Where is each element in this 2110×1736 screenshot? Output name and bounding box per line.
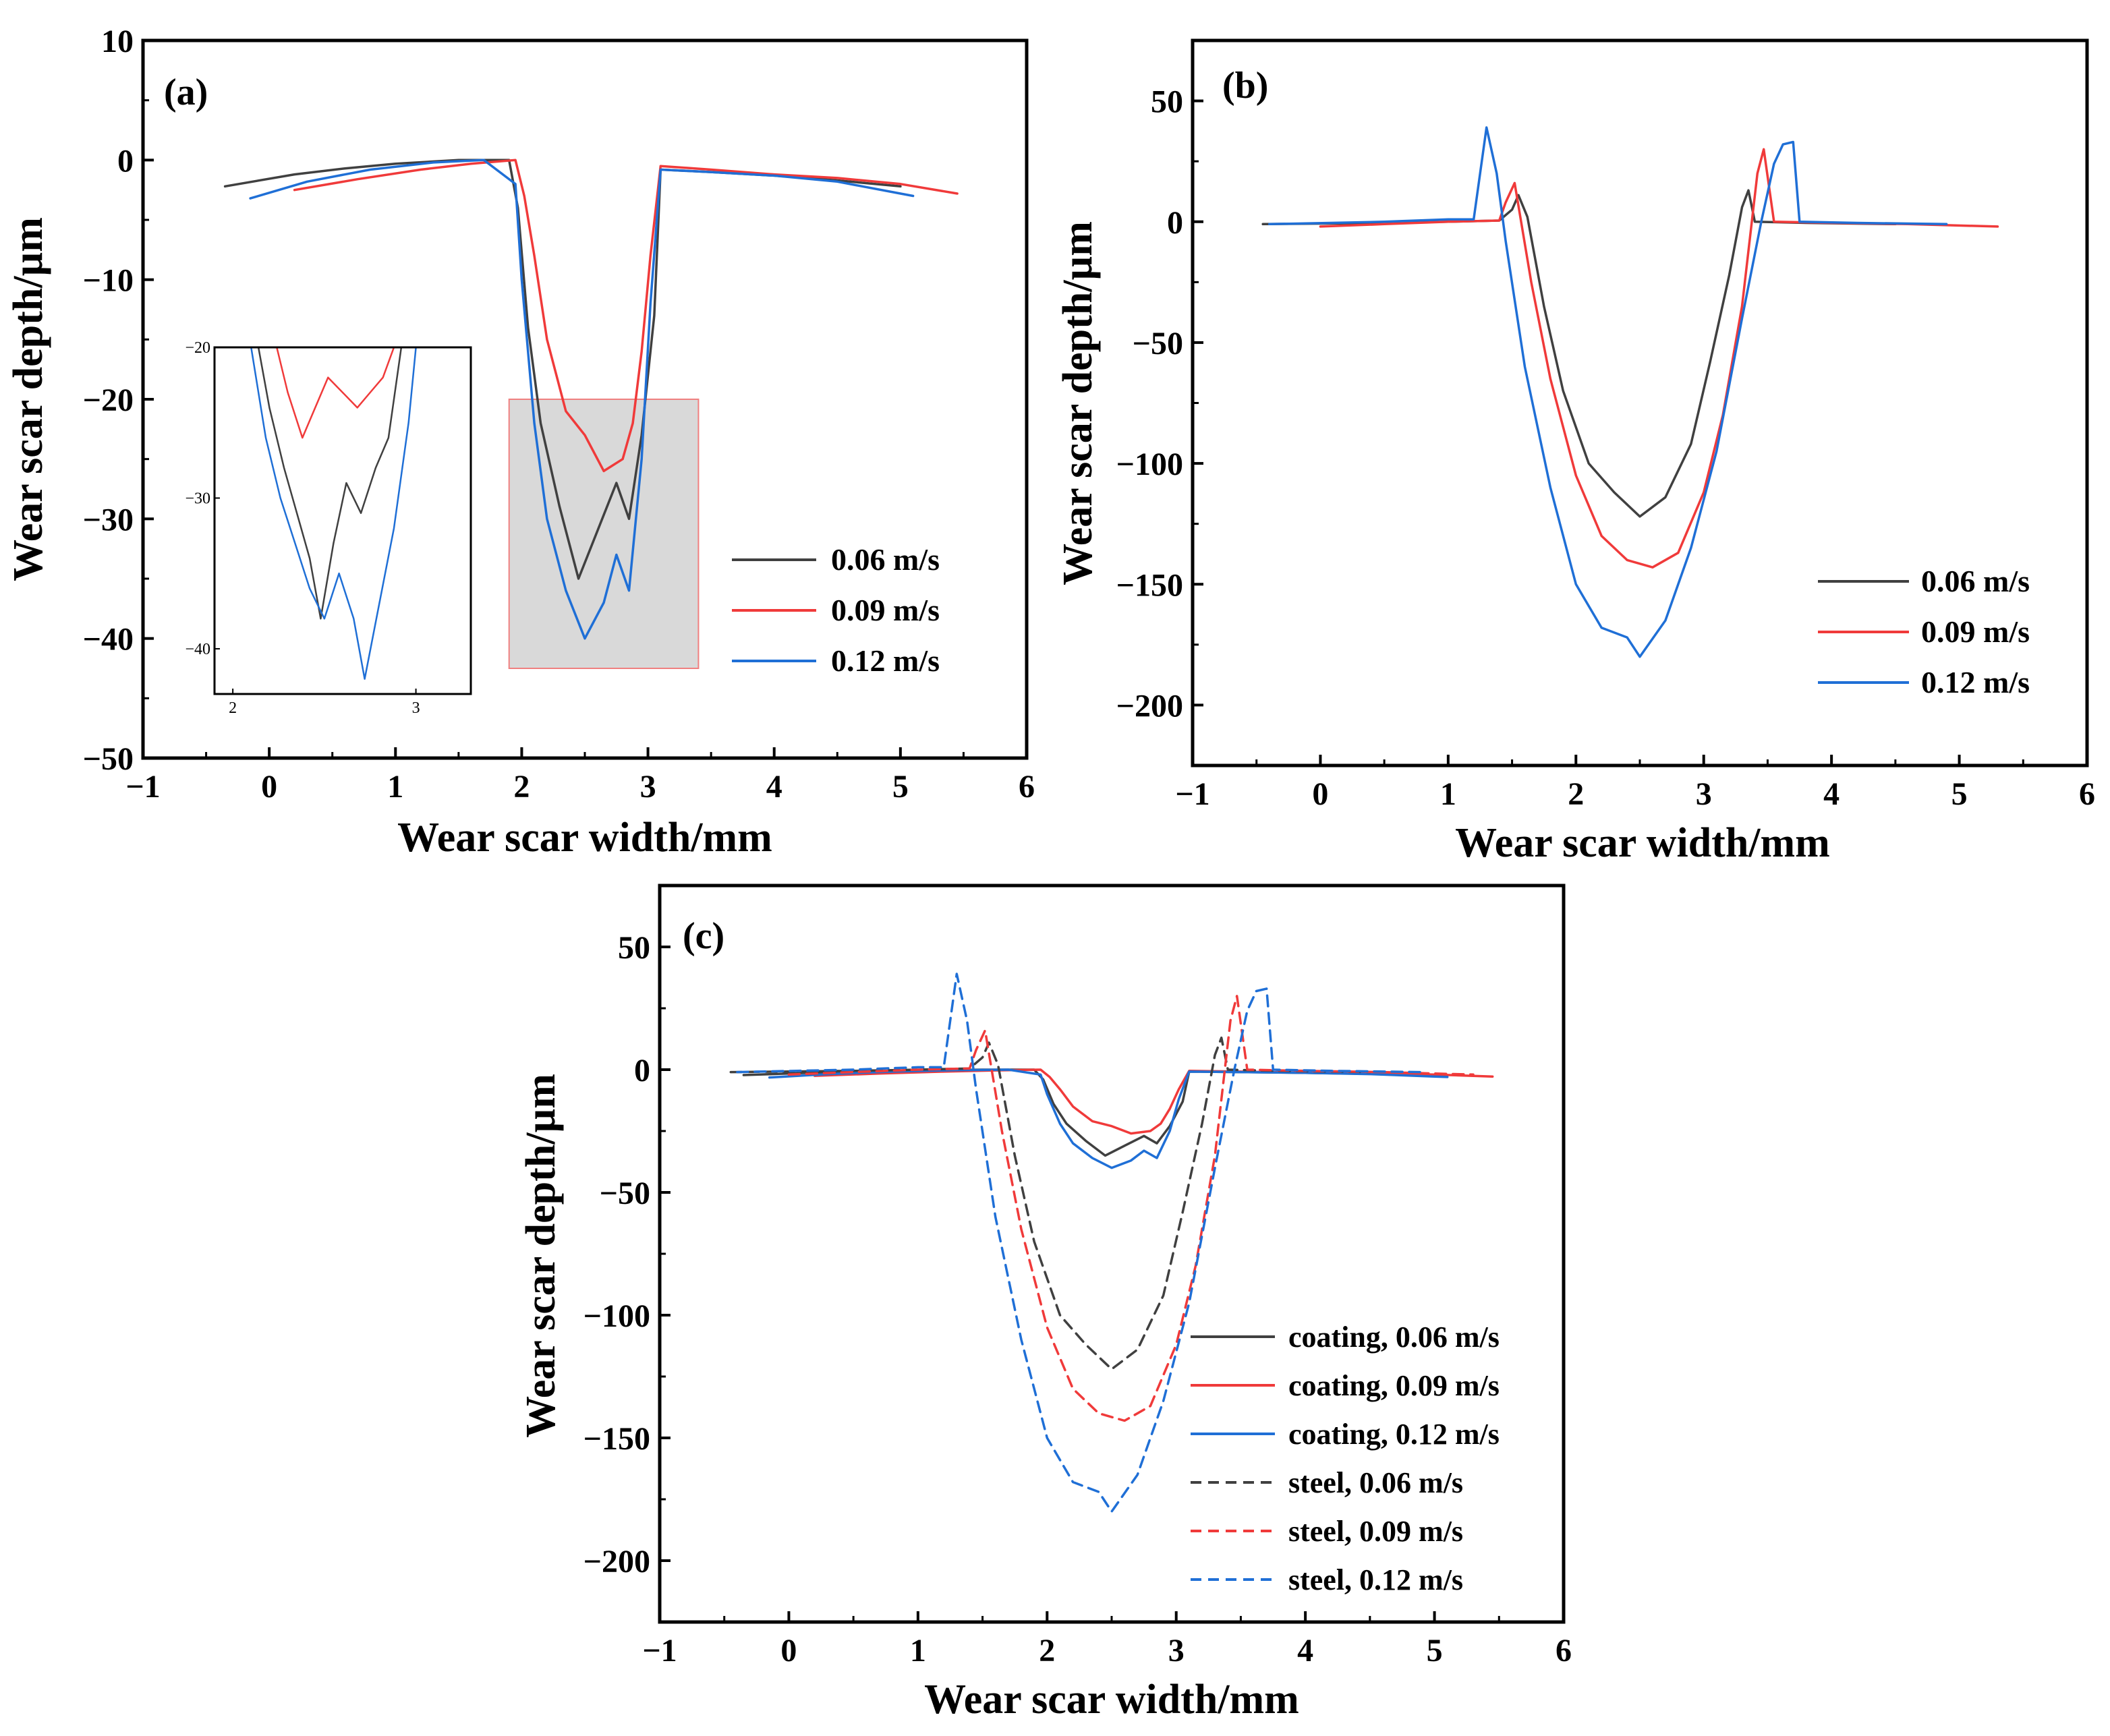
legend-label: coating, 0.06 m/s [1288, 1321, 1500, 1354]
y-tick-label: −150 [583, 1421, 650, 1457]
legend-label: 0.09 m/s [1921, 614, 2030, 649]
legend-label: coating, 0.12 m/s [1288, 1418, 1500, 1451]
x-tick-label: 5 [892, 769, 909, 805]
y-tick-label: −10 [83, 263, 134, 299]
y-tick-label: 10 [101, 24, 134, 59]
series-line-1 [1319, 148, 1999, 569]
series-line-2 [1267, 126, 1948, 658]
inset-y-tick-label: −20 [185, 339, 210, 357]
x-axis-title: Wear scar width/mm [924, 1677, 1299, 1723]
y-axis-title: Wear scar depth/µm [1055, 221, 1101, 585]
x-axis-title: Wear scar width/mm [1455, 820, 1830, 866]
legend-label: coating, 0.09 m/s [1288, 1369, 1500, 1402]
series-line-2 [249, 158, 915, 640]
y-axis-title: Wear scar depth/µm [518, 1074, 564, 1438]
legend-label: steel, 0.06 m/s [1288, 1466, 1463, 1499]
x-tick-label: 6 [1019, 769, 1035, 805]
x-tick-label: 3 [1168, 1633, 1185, 1669]
y-tick-label: −200 [583, 1544, 650, 1580]
x-tick-label: 4 [1297, 1633, 1313, 1669]
y-tick-label: 0 [1167, 205, 1183, 241]
x-tick-label: 0 [780, 1633, 797, 1669]
inset-background [215, 347, 471, 694]
series-line-5 [736, 973, 1423, 1513]
y-tick-label: −20 [83, 382, 134, 418]
legend-label: 0.06 m/s [1921, 564, 2030, 598]
y-tick-label: 50 [1151, 84, 1183, 120]
x-tick-label: 1 [1440, 776, 1456, 812]
legend: coating, 0.06 m/s coating, 0.09 m/s coatin… [1191, 1321, 1500, 1596]
legend-label: 0.12 m/s [1921, 665, 2030, 699]
series-line-2 [768, 1068, 1449, 1169]
x-tick-label: −1 [125, 769, 160, 805]
y-tick-label: −30 [83, 502, 134, 538]
x-tick-label: 6 [2079, 776, 2095, 812]
x-tick-label: 3 [1696, 776, 1712, 812]
x-tick-label: −1 [642, 1633, 677, 1669]
y-tick-label: 0 [117, 143, 134, 179]
inset-frame [213, 346, 472, 695]
chart-panel-b: −1 0 1 2 3 4 5 6 50 0 −50 −100 −150 −200 Wear scar wid… [1055, 38, 2095, 866]
y-axis-title: Wear scar depth/µm [5, 217, 51, 581]
legend-label: 0.06 m/s [831, 542, 940, 577]
series-line-1 [813, 1068, 1494, 1135]
y-tick-label: 50 [618, 930, 650, 966]
y-tick-label: 0 [634, 1053, 650, 1089]
x-tick-label: 0 [1312, 776, 1328, 812]
inset-x-tick-label: 2 [229, 699, 237, 717]
panel-label: (b) [1222, 65, 1268, 107]
inset-series-line-2 [250, 347, 417, 680]
x-tick-label: 1 [910, 1633, 926, 1669]
y-tick-label: −50 [600, 1176, 650, 1211]
series-line-0 [1261, 189, 1897, 518]
legend: 0.06 m/s 0.09 m/s 0.12 m/s [732, 542, 940, 678]
panel-label: (c) [683, 915, 724, 957]
series-line-3 [729, 1036, 1371, 1370]
x-tick-label: 6 [1556, 1633, 1572, 1669]
y-tick-label: −100 [583, 1298, 650, 1334]
x-tick-label: 5 [1951, 776, 1968, 812]
y-tick-label: −50 [1133, 326, 1183, 361]
legend-label: 0.09 m/s [831, 593, 940, 627]
inset-x-tick-label: 3 [412, 699, 420, 717]
legend-label: steel, 0.09 m/s [1288, 1515, 1463, 1548]
y-tick-label: −50 [83, 741, 134, 777]
x-tick-label: 2 [1039, 1633, 1055, 1669]
legend-label: 0.12 m/s [831, 643, 940, 678]
x-tick-label: 0 [261, 769, 277, 805]
zoom-highlight-region [508, 399, 700, 669]
inset-y-tick-label: −30 [185, 490, 210, 507]
inset-y-tick-label: −40 [185, 641, 210, 658]
legend-label: steel, 0.12 m/s [1288, 1563, 1463, 1596]
panel-label: (a) [164, 71, 208, 113]
legend: 0.06 m/s 0.09 m/s 0.12 m/s [1818, 564, 2030, 699]
inset-series-line-1 [276, 347, 395, 439]
y-tick-label: −40 [83, 622, 134, 658]
x-tick-label: 4 [1823, 776, 1840, 812]
x-tick-label: 4 [766, 769, 782, 805]
inset-series-line-0 [257, 347, 403, 620]
y-tick-label: −150 [1116, 567, 1183, 603]
y-tick-label: −200 [1116, 688, 1183, 724]
x-tick-label: 2 [1568, 776, 1584, 812]
inset-zoom: 2 3 −20 −30 −40 [185, 339, 472, 717]
x-axis-title: Wear scar width/mm [397, 815, 772, 861]
y-tick-label: −100 [1116, 446, 1183, 482]
series-line-0 [742, 1068, 1436, 1157]
x-tick-label: 3 [640, 769, 656, 805]
x-tick-label: 1 [387, 769, 403, 805]
x-tick-label: 2 [513, 769, 530, 805]
chart-panel-c: −1 0 1 2 3 4 5 6 50 0 −50 −100 −150 −200 Wear scar wid… [518, 884, 1572, 1723]
x-tick-label: 5 [1427, 1633, 1443, 1669]
x-tick-label: −1 [1175, 776, 1209, 812]
series-line-4 [787, 995, 1475, 1422]
